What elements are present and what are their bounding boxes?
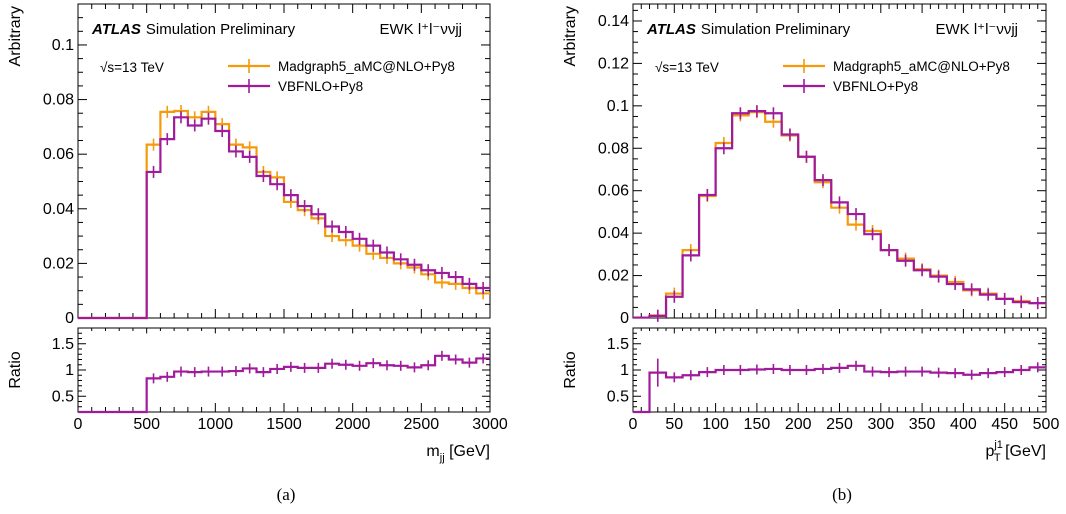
- x-axis-label-sub: T: [994, 452, 1001, 464]
- x-tick-label: 350: [909, 416, 936, 433]
- x-axis-label-var: m: [426, 443, 439, 460]
- process-label: EWK l⁺l⁻ννjj: [380, 21, 463, 38]
- x-tick-label: 500: [133, 416, 160, 433]
- ratio-tick-label: 0.5: [607, 388, 629, 405]
- y-tick-label: 0: [65, 310, 74, 327]
- x-axis-label: mjj [GeV]: [426, 443, 490, 464]
- ratio-tick-label: 1: [65, 362, 74, 379]
- x-tick-label: 3000: [472, 416, 508, 433]
- y-tick-label: 0.08: [43, 92, 74, 109]
- x-tick-label: 300: [867, 416, 894, 433]
- y-tick-label: 0.04: [43, 201, 74, 218]
- x-tick-label: 500: [1033, 416, 1060, 433]
- x-tick-label: 450: [991, 416, 1018, 433]
- caption-a: (a): [277, 485, 296, 504]
- y-axis-label: Arbitrary: [7, 6, 24, 66]
- x-axis-label-sup: j1: [993, 439, 1003, 451]
- x-tick-label: 50: [665, 416, 683, 433]
- y-tick-label: 0.02: [598, 268, 629, 285]
- atlas-label-status: Simulation Preliminary: [701, 21, 851, 38]
- histogram-madgraph: [78, 109, 490, 320]
- y-tick-label: 0.12: [598, 55, 629, 72]
- atlas-label-status: Simulation Preliminary: [146, 21, 296, 38]
- main-plot-frame: [632, 3, 1047, 319]
- x-tick-label: 100: [702, 416, 729, 433]
- legend-entry-madgraph: Madgraph5_aMC@NLO+Py8: [278, 59, 455, 74]
- x-tick-label: 150: [744, 416, 771, 433]
- ratio-tick-label: 1.5: [52, 336, 74, 353]
- x-tick-label: 250: [826, 416, 853, 433]
- y-axis-label: Arbitrary: [562, 6, 579, 66]
- atlas-label: ATLAS Simulation Preliminary: [646, 21, 851, 38]
- legend-entry-vbfnlo: VBFNLO+Py8: [833, 79, 918, 94]
- legend-entry-madgraph: Madgraph5_aMC@NLO+Py8: [833, 59, 1010, 74]
- y-tick-label: 0: [620, 310, 629, 327]
- x-axis-label-var: p: [985, 443, 994, 460]
- caption-b: (b): [832, 485, 852, 504]
- energy-label: √s=13 TeV: [100, 60, 164, 75]
- y-tick-label: 0.06: [43, 146, 74, 163]
- y-tick-label: 0.06: [598, 183, 629, 200]
- ratio-axis-label: Ratio: [7, 351, 24, 388]
- x-tick-label: 0: [629, 416, 638, 433]
- x-tick-label: 1000: [198, 416, 234, 433]
- y-tick-label: 0.04: [598, 225, 629, 242]
- atlas-label-bold: ATLAS: [91, 21, 141, 38]
- x-axis-label-unit: [GeV]: [1001, 443, 1046, 460]
- x-tick-label: 200: [785, 416, 812, 433]
- x-tick-label: 2000: [335, 416, 371, 433]
- y-tick-label: 0.14: [598, 13, 629, 30]
- x-tick-label: 400: [950, 416, 977, 433]
- atlas-label: ATLAS Simulation Preliminary: [91, 21, 296, 38]
- x-tick-label: 1500: [266, 416, 302, 433]
- x-axis-label-sub: jj: [439, 452, 445, 464]
- panel-b-leading-jet-pt: 0 50 100 150 200 250 300 350 400 450 500 0 0.02 0.04 0…: [562, 3, 1060, 464]
- process-label: EWK l⁺l⁻ννjj: [936, 21, 1019, 38]
- atlas-label-bold: ATLAS: [646, 21, 696, 38]
- histogram-vbfnlo: [633, 110, 1046, 319]
- x-axis-label: pj1 T [GeV]: [985, 439, 1046, 464]
- y-tick-label: 0.08: [598, 140, 629, 157]
- y-tick-label: 0.1: [52, 37, 74, 54]
- legend-entry-vbfnlo: VBFNLO+Py8: [278, 79, 363, 94]
- histogram-vbfnlo: [78, 116, 490, 320]
- ratio-tick-label: 1: [620, 362, 629, 379]
- y-tick-label: 0.1: [607, 98, 629, 115]
- ratio-tick-label: 1.5: [607, 336, 629, 353]
- ratio-tick-label: 0.5: [52, 388, 74, 405]
- histogram-madgraph: [633, 111, 1046, 319]
- energy-label: √s=13 TeV: [655, 60, 719, 75]
- x-axis-label-unit: [GeV]: [445, 443, 490, 460]
- x-tick-label: 2500: [404, 416, 440, 433]
- y-tick-label: 0.02: [43, 255, 74, 272]
- ratio-histogram: [633, 364, 1046, 414]
- x-tick-label: 0: [74, 416, 83, 433]
- panel-a-mjj: 0 500 1000 1500 2000 2500 3000 0 0.02 0.04 0.06 0.0…: [7, 3, 508, 464]
- ratio-axis-label: Ratio: [562, 351, 579, 388]
